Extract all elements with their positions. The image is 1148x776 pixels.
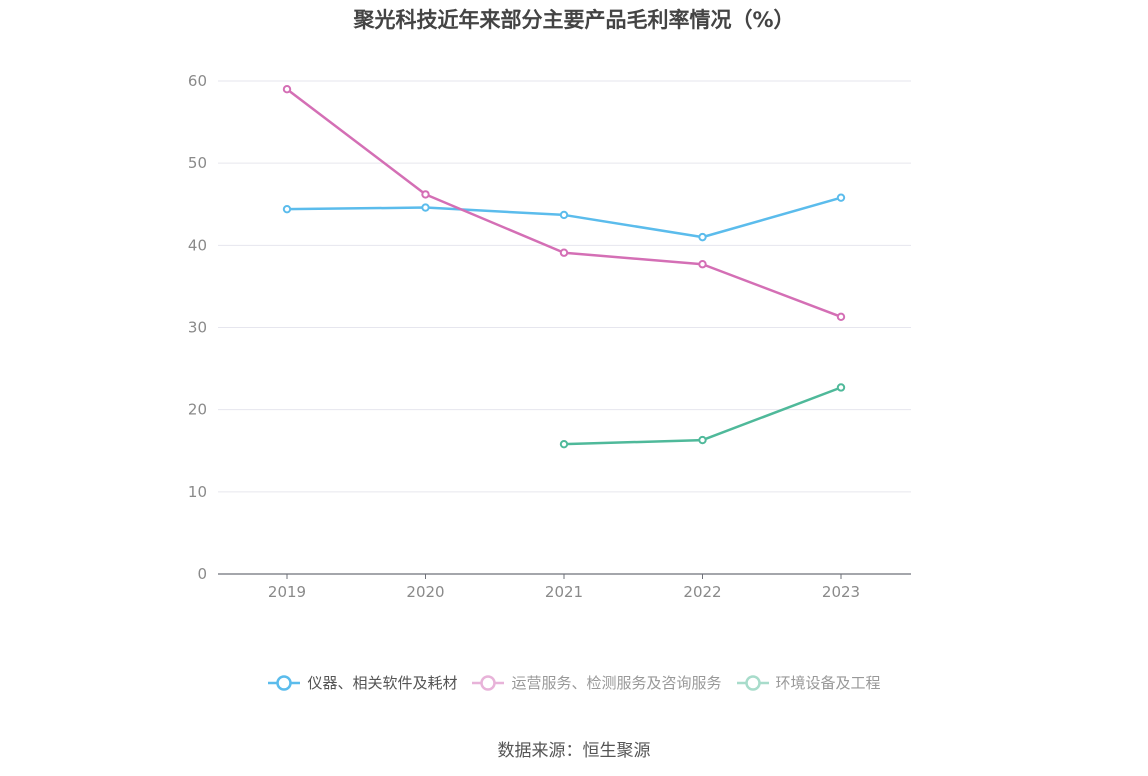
series-line-2 [563, 386, 842, 446]
y-tick-label: 10 [188, 483, 207, 501]
y-tick-label: 40 [188, 236, 207, 254]
line-chart: 0 10 20 30 40 50 60 2019 2020 2021 2022 2023 [188, 72, 911, 601]
data-point-0[interactable] [698, 232, 707, 242]
data-source: 数据来源：恒生聚源 [497, 741, 651, 761]
x-tick-label: 2021 [545, 583, 583, 601]
legend: 仪器、相关软件及耗材 运营服务、检测服务及咨询服务 环境设备及工程 [0, 672, 1148, 693]
data-point-0[interactable] [282, 204, 292, 214]
x-tick-label: 2019 [268, 583, 306, 601]
data-point-2[interactable] [836, 383, 846, 392]
data-point-1[interactable] [421, 190, 430, 199]
legend-item-2[interactable]: 环境设备及工程 [736, 672, 881, 693]
data-point-1[interactable] [559, 248, 569, 257]
x-tick-label: 2020 [406, 583, 444, 601]
y-tick-label: 50 [188, 154, 207, 172]
data-point-1[interactable] [698, 260, 707, 269]
legend-label: 运营服务、检测服务及咨询服务 [511, 674, 722, 692]
y-tick-label: 20 [188, 401, 207, 419]
x-tick-label: 2023 [822, 583, 860, 601]
legend-marker-icon [736, 674, 769, 691]
legend-item-0[interactable]: 仪器、相关软件及耗材 [267, 672, 457, 693]
series-line-1 [286, 88, 842, 318]
data-point-0[interactable] [836, 193, 846, 202]
legend-marker-icon [268, 674, 301, 691]
legend-marker-icon [472, 674, 505, 691]
legend-label: 仪器、相关软件及耗材 [307, 674, 458, 692]
data-point-1[interactable] [836, 312, 846, 322]
data-point-2[interactable] [698, 435, 707, 445]
y-axis: 0 10 20 30 40 50 60 [188, 72, 207, 583]
data-point-1[interactable] [282, 85, 292, 94]
legend-item-1[interactable]: 运营服务、检测服务及咨询服务 [471, 672, 722, 693]
data-point-0[interactable] [559, 210, 569, 220]
series-group [282, 85, 846, 449]
y-tick-label: 30 [188, 319, 207, 337]
data-point-0[interactable] [421, 203, 430, 212]
y-tick-label: 0 [197, 565, 207, 583]
chart-title: 聚光科技近年来部分主要产品毛利率情况（%） [353, 8, 795, 32]
data-point-2[interactable] [559, 439, 569, 449]
legend-label: 环境设备及工程 [775, 674, 881, 692]
x-axis: 2019 2020 2021 2022 2023 [218, 573, 911, 601]
y-tick-label: 60 [188, 72, 207, 90]
x-tick-label: 2022 [683, 583, 721, 601]
gridlines [218, 80, 911, 493]
